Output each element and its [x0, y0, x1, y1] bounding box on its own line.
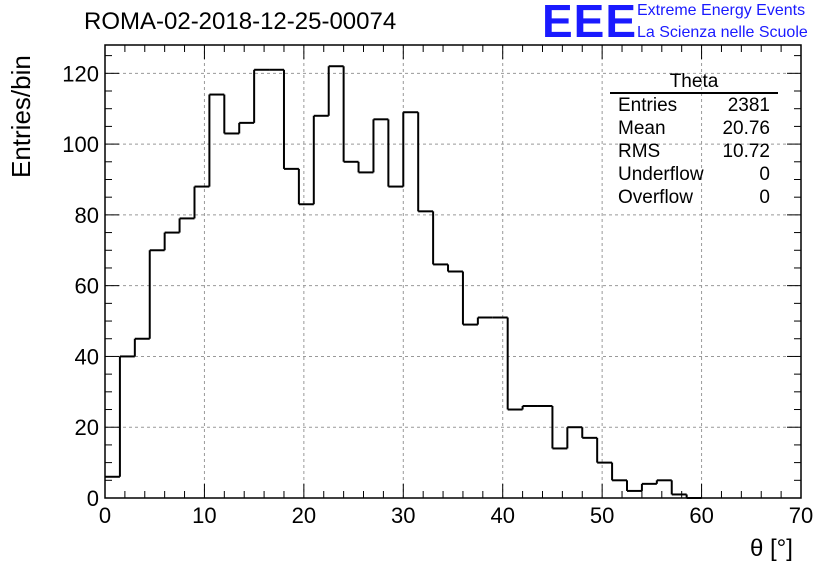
y-tick-label: 60	[75, 274, 99, 299]
logo-line-2: La Scienza nelle Scuole	[637, 24, 808, 41]
x-tick-label: 10	[192, 503, 216, 528]
stats-row-mean: Mean 20.76	[610, 117, 778, 140]
x-tick-label: 0	[99, 503, 111, 528]
stats-label: Underflow	[618, 164, 704, 185]
stats-box: Theta Entries 2381 Mean 20.76 RMS 10.72 …	[610, 72, 778, 209]
stats-label: RMS	[618, 141, 661, 162]
plot-frame	[104, 44, 802, 499]
chart-title: ROMA-02-2018-12-25-00074	[84, 8, 397, 35]
x-tick-label: 70	[789, 503, 813, 528]
axis-ticks	[104, 45, 802, 499]
logo-mark: EEE	[542, 0, 638, 47]
stats-label: Entries	[618, 95, 678, 116]
y-tick-label: 120	[62, 61, 99, 86]
x-tick-label: 60	[689, 503, 713, 528]
stats-value: 0	[759, 164, 770, 185]
stats-label: Mean	[618, 118, 666, 139]
x-tick-label: 40	[490, 503, 514, 528]
x-axis-label: θ [°]	[750, 535, 793, 562]
y-tick-label: 80	[75, 203, 99, 228]
y-tick-label: 20	[75, 415, 99, 440]
y-tick-label: 0	[87, 486, 99, 511]
stats-row-underflow: Underflow 0	[610, 163, 778, 186]
stats-value: 10.72	[722, 141, 770, 162]
histogram-bars	[105, 65, 702, 499]
y-tick-label: 40	[75, 344, 99, 369]
stats-row-entries: Entries 2381	[610, 94, 778, 117]
y-tick-label: 100	[62, 132, 99, 157]
y-axis-label: Entries/bin	[6, 55, 36, 178]
stats-value: 2381	[727, 95, 770, 116]
grid-lines	[105, 45, 801, 498]
stats-row-rms: RMS 10.72	[610, 140, 778, 163]
stats-label: Overflow	[618, 187, 693, 208]
tick-labels: 0 10 20 30 40 50 60 70 0 20 40 60 80 100 120	[62, 61, 813, 528]
x-tick-label: 30	[391, 503, 415, 528]
stats-title: Theta	[610, 72, 778, 94]
stats-value: 20.76	[722, 118, 770, 139]
x-tick-label: 50	[590, 503, 614, 528]
x-tick-label: 20	[292, 503, 316, 528]
stats-value: 0	[759, 187, 770, 208]
logo-line-1: Extreme Energy Events	[637, 2, 806, 19]
stats-row-overflow: Overflow 0	[610, 186, 778, 209]
